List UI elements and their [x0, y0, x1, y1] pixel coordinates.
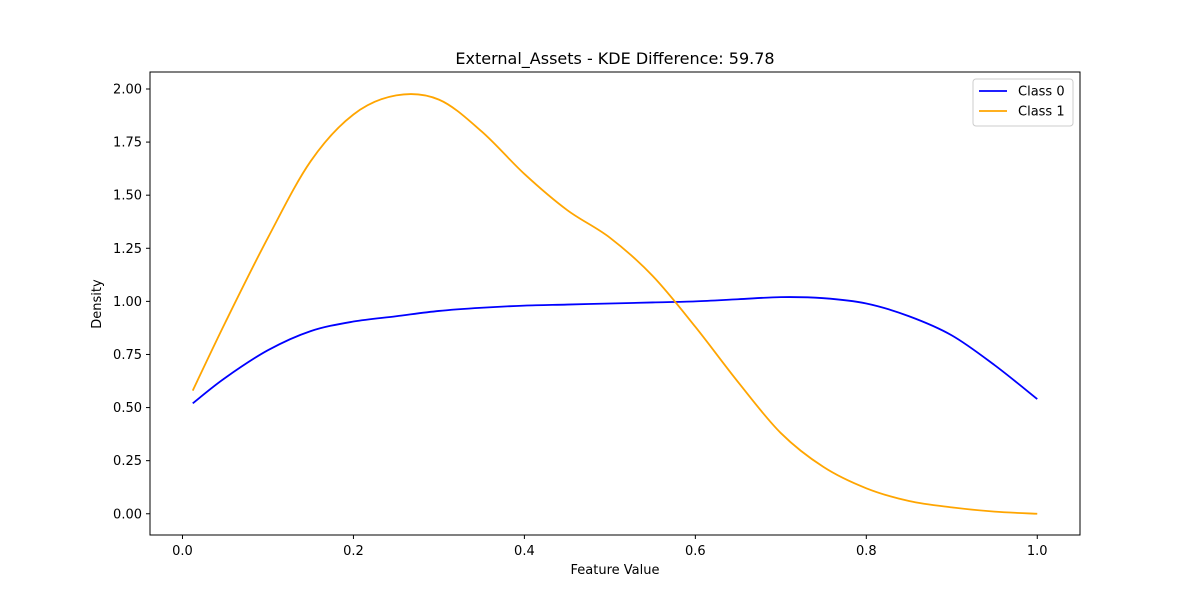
x-tick-label: 0.6 [685, 544, 706, 559]
legend: Class 0 Class 1 [972, 78, 1074, 127]
x-axis-label: Feature Value [571, 563, 660, 578]
y-tick-label: 1.25 [113, 242, 142, 257]
legend-label: Class 0 [1018, 85, 1065, 100]
y-tick-label: 1.00 [113, 295, 142, 310]
y-tick-label: 0.25 [113, 454, 142, 469]
y-tick-label: 2.00 [113, 82, 142, 97]
y-axis-ticks: 0.00 0.25 0.50 0.75 1.00 1.25 1.50 1.75 2.00 [113, 82, 150, 522]
y-tick-label: 0.50 [113, 401, 142, 416]
chart-title: External_Assets - KDE Difference: 59.78 [455, 49, 774, 69]
x-tick-label: 1.0 [1027, 544, 1048, 559]
x-tick-label: 0.8 [856, 544, 877, 559]
y-axis-label: Density [90, 279, 105, 329]
series-line-class-1 [191, 93, 1038, 515]
x-axis-ticks: 0.0 0.2 0.4 0.6 0.8 1.0 [172, 535, 1048, 559]
plot-area [191, 93, 1038, 515]
y-tick-label: 1.50 [113, 189, 142, 204]
series-line-class-0 [192, 296, 1038, 405]
x-tick-label: 0.0 [172, 544, 193, 559]
legend-label: Class 1 [1018, 105, 1065, 120]
y-tick-label: 0.75 [113, 348, 142, 363]
plot-frame [149, 71, 1081, 536]
y-tick-label: 1.75 [113, 136, 142, 151]
x-tick-label: 0.4 [514, 544, 535, 559]
y-tick-label: 0.00 [113, 507, 142, 522]
x-tick-label: 0.2 [343, 544, 364, 559]
